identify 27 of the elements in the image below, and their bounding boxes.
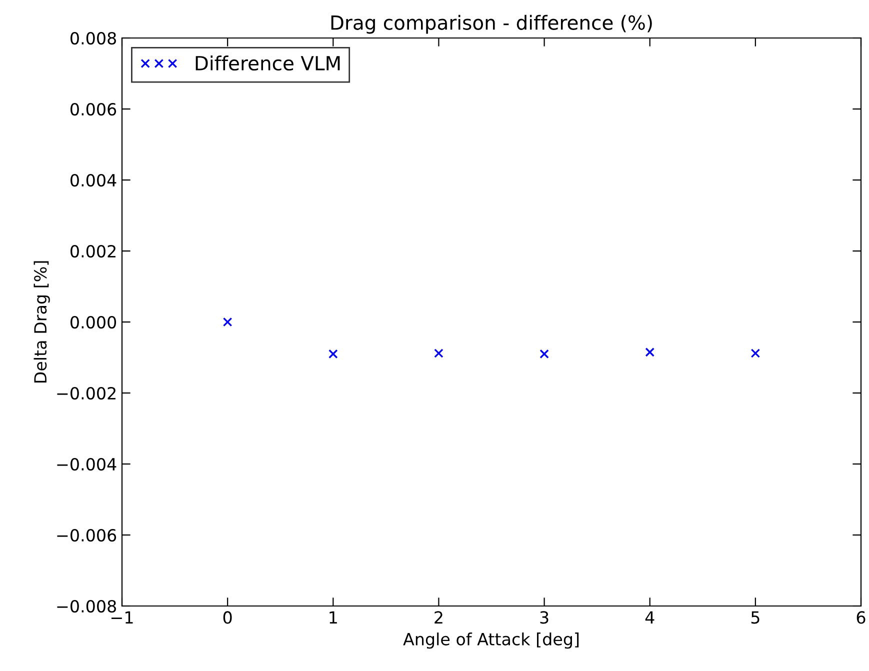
y-tick-label: −0.008 [57, 600, 116, 613]
point [540, 349, 549, 359]
x-tick-label: 1 [330, 611, 337, 624]
point [434, 348, 444, 358]
point [222, 317, 232, 327]
chart-title: Drag comparison - difference (%) [331, 14, 652, 34]
point [645, 348, 654, 357]
legend-label: Difference VLM [196, 56, 340, 71]
x-tick-label: 3 [540, 611, 548, 624]
x-tick-label: 5 [751, 611, 760, 624]
y-tick-label: −0.002 [57, 386, 116, 400]
y-tick-label: −0.006 [57, 528, 116, 542]
y-tick-label: 0.002 [70, 244, 116, 258]
x-tick-label: 6 [856, 611, 866, 624]
point [750, 348, 760, 358]
x-tick-label: 4 [645, 611, 654, 624]
y-axis-title: Delta Drag [%] [34, 261, 50, 383]
y-tick-label: 0.004 [70, 174, 116, 187]
point [328, 349, 338, 359]
x-tick-label: 0 [223, 611, 232, 624]
x-tick-label: −1 [111, 611, 133, 624]
y-tick-label: −0.004 [57, 458, 116, 471]
x-axis-title: Angle of Attack [deg] [403, 632, 579, 649]
x-tick-label: 2 [434, 611, 442, 624]
y-tick-label: 0.000 [70, 316, 116, 329]
y-tick-label: 0.008 [70, 32, 116, 45]
y-tick-label: 0.006 [70, 102, 116, 116]
